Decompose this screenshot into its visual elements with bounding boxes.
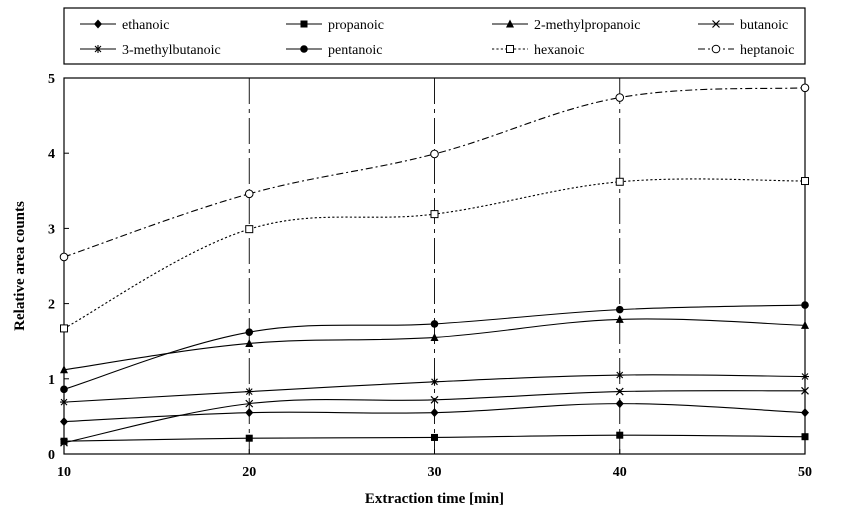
y-tick-label: 3 <box>48 222 55 237</box>
y-tick-label: 5 <box>48 72 55 87</box>
data-point <box>60 398 68 407</box>
data-point <box>245 387 254 396</box>
series-propanoic <box>60 431 809 445</box>
data-point <box>245 399 254 408</box>
legend-label: 3-methylbutanoic <box>122 43 221 58</box>
data-point <box>245 328 254 336</box>
y-tick-label: 0 <box>48 448 55 463</box>
x-tick-label: 40 <box>613 465 627 480</box>
data-point <box>245 408 254 418</box>
legend-item: 3-methylbutanoic <box>80 43 221 58</box>
y-tick-label: 2 <box>48 298 55 313</box>
y-tick-label: 4 <box>48 147 55 162</box>
data-point <box>615 305 624 314</box>
legend-marker <box>712 20 720 28</box>
data-point <box>60 438 68 447</box>
data-point <box>800 83 810 93</box>
data-point <box>801 177 809 186</box>
data-point <box>801 301 809 309</box>
legend-marker <box>506 19 514 28</box>
legend-item: hexanoic <box>492 43 585 58</box>
legend-label: butanoic <box>740 18 788 33</box>
legend-item: butanoic <box>698 18 788 33</box>
data-point <box>615 399 624 409</box>
legend-label: heptanoic <box>740 43 794 58</box>
legend-marker <box>506 45 514 53</box>
data-point <box>615 177 624 186</box>
data-point <box>430 395 439 404</box>
data-point <box>616 431 624 439</box>
data-point <box>801 386 809 395</box>
legend-label: pentanoic <box>328 43 382 58</box>
data-point <box>245 225 254 234</box>
legend-item: propanoic <box>286 18 384 33</box>
legend-item: ethanoic <box>80 18 169 33</box>
series-hexanoic <box>60 177 809 333</box>
data-point <box>615 371 624 380</box>
legend-label: hexanoic <box>534 43 585 58</box>
legend-label: propanoic <box>328 18 384 33</box>
data-point <box>430 210 439 219</box>
data-point <box>59 252 69 262</box>
data-point <box>245 338 254 347</box>
legend-marker <box>94 19 102 29</box>
legend-marker <box>711 44 721 54</box>
legend-box <box>63 7 806 65</box>
series-pentanoic <box>60 301 809 394</box>
legend-item: heptanoic <box>698 43 794 58</box>
series-group <box>59 83 810 447</box>
data-point <box>801 408 809 418</box>
legend-marker <box>300 45 308 53</box>
data-point <box>615 93 625 102</box>
data-point <box>430 149 439 159</box>
data-point <box>430 377 439 386</box>
data-point <box>60 365 68 374</box>
data-point <box>801 320 809 329</box>
y-tick-label: 1 <box>48 373 55 388</box>
data-point <box>245 434 253 442</box>
x-tick-label: 10 <box>57 465 71 480</box>
series-3-methylbutanoic <box>60 371 809 407</box>
data-point <box>430 320 439 328</box>
data-point <box>60 324 68 333</box>
legend-item: pentanoic <box>286 43 382 58</box>
data-point <box>60 437 68 445</box>
series-butanoic <box>60 386 809 447</box>
legend-item: 2-methylpropanoic <box>492 18 641 33</box>
data-point <box>430 408 439 418</box>
data-point <box>60 385 68 394</box>
y-axis-title: Relative area counts <box>12 201 28 331</box>
data-point <box>615 387 624 396</box>
grid-lines <box>248 78 621 454</box>
legend-marker <box>300 20 308 28</box>
data-point <box>801 372 809 381</box>
data-point <box>615 314 624 323</box>
x-tick-label: 20 <box>242 465 256 480</box>
legend: ethanoic propanoic 2-methylpropanoic butano… <box>63 7 806 65</box>
data-point <box>60 417 68 427</box>
series-heptanoic <box>59 83 810 262</box>
data-point <box>244 189 254 199</box>
axes: 0 1 2 3 4 5 10 20 30 40 50 <box>48 72 812 480</box>
x-axis-title: Extraction time [min] <box>365 491 504 507</box>
data-point <box>430 332 439 341</box>
data-point <box>431 433 438 441</box>
legend-marker <box>94 45 102 53</box>
x-tick-label: 50 <box>798 465 812 480</box>
series-2-methylpropanoic <box>60 314 809 374</box>
legend-label: 2-methylpropanoic <box>534 18 641 33</box>
data-point <box>801 433 809 441</box>
x-tick-label: 30 <box>428 465 442 480</box>
legend-label: ethanoic <box>122 18 169 33</box>
